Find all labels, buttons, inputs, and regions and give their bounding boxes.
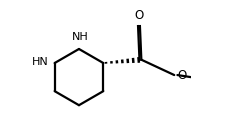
Text: HN: HN: [32, 57, 49, 67]
Text: NH: NH: [72, 32, 88, 42]
Text: O: O: [134, 9, 143, 22]
Text: O: O: [177, 69, 186, 82]
